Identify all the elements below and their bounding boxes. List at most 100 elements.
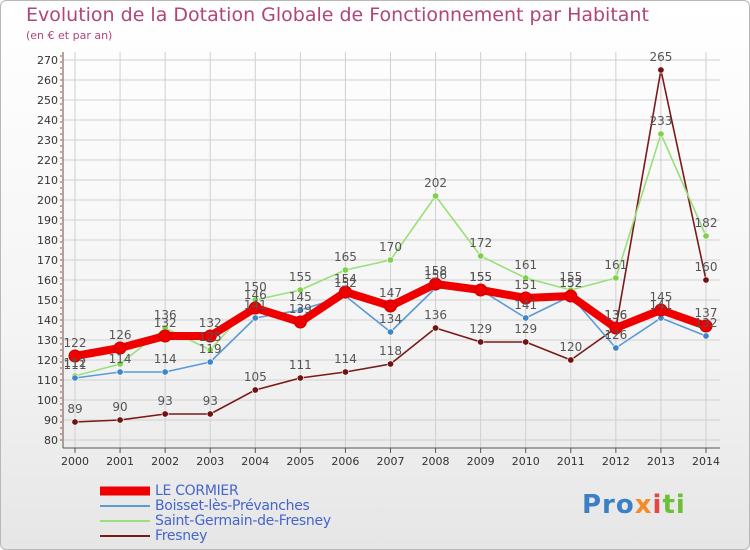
data-label: 118 bbox=[379, 344, 402, 358]
x-tick-label: 2005 bbox=[286, 455, 314, 468]
legend-label-le-cormier: LE CORMIER bbox=[155, 483, 239, 499]
y-tick-label: 190 bbox=[37, 214, 58, 227]
y-tick-label: 220 bbox=[37, 154, 58, 167]
proxiti-logo: Proxiti bbox=[582, 490, 686, 520]
data-label: 134 bbox=[379, 312, 402, 326]
y-tick-label: 160 bbox=[37, 274, 58, 287]
data-label: 158 bbox=[424, 264, 447, 278]
data-point bbox=[432, 324, 440, 332]
data-point bbox=[432, 192, 440, 200]
data-label: 114 bbox=[334, 352, 357, 366]
y-tick-label: 240 bbox=[37, 114, 58, 127]
legend-swatch-boisset bbox=[100, 505, 150, 507]
data-label: 90 bbox=[112, 400, 127, 414]
data-label: 160 bbox=[695, 260, 718, 274]
data-label: 126 bbox=[604, 328, 627, 342]
data-label: 122 bbox=[64, 336, 87, 350]
data-label: 132 bbox=[695, 316, 718, 330]
data-point bbox=[338, 285, 352, 299]
data-point bbox=[609, 321, 623, 335]
x-tick-label: 2013 bbox=[647, 455, 675, 468]
data-point bbox=[341, 266, 349, 274]
y-tick-label: 180 bbox=[37, 234, 58, 247]
data-point bbox=[522, 274, 530, 282]
data-point bbox=[386, 256, 394, 264]
data-point bbox=[206, 358, 214, 366]
data-label: 170 bbox=[379, 240, 402, 254]
data-label: 154 bbox=[334, 272, 357, 286]
y-tick-label: 270 bbox=[37, 54, 58, 67]
data-point bbox=[386, 360, 394, 368]
data-label: 126 bbox=[109, 328, 132, 342]
data-label: 141 bbox=[244, 298, 267, 312]
data-label: 152 bbox=[334, 276, 357, 290]
data-point bbox=[474, 283, 488, 297]
data-point bbox=[519, 291, 533, 305]
data-label: 182 bbox=[695, 216, 718, 230]
data-label: 155 bbox=[559, 270, 582, 284]
data-label: 145 bbox=[649, 290, 672, 304]
chart-subtitle: (en € et par an) bbox=[26, 29, 113, 42]
data-point bbox=[161, 410, 169, 418]
data-point bbox=[293, 315, 307, 329]
y-tick-label: 170 bbox=[37, 254, 58, 267]
data-label: 111 bbox=[64, 358, 87, 372]
data-label: 105 bbox=[244, 370, 267, 384]
data-point bbox=[296, 306, 304, 314]
data-point bbox=[612, 344, 620, 352]
data-point bbox=[657, 66, 665, 74]
data-label: 125 bbox=[199, 330, 222, 344]
y-tick-label: 200 bbox=[37, 194, 58, 207]
x-tick-label: 2006 bbox=[331, 455, 359, 468]
data-label: 129 bbox=[469, 322, 492, 336]
data-label: 145 bbox=[289, 290, 312, 304]
data-point bbox=[251, 314, 259, 322]
data-label: 155 bbox=[469, 270, 492, 284]
y-tick-label: 130 bbox=[37, 334, 58, 347]
data-label: 165 bbox=[334, 250, 357, 264]
data-label: 152 bbox=[559, 276, 582, 290]
legend-label-fresney: Fresney bbox=[155, 528, 208, 544]
data-label: 152 bbox=[559, 276, 582, 290]
y-tick-label: 250 bbox=[37, 94, 58, 107]
data-point bbox=[296, 374, 304, 382]
data-point bbox=[206, 346, 214, 354]
y-tick-label: 210 bbox=[37, 174, 58, 187]
data-label: 114 bbox=[154, 352, 177, 366]
data-point bbox=[71, 374, 79, 382]
data-label: 129 bbox=[514, 322, 537, 336]
data-point bbox=[248, 301, 262, 315]
data-label: 132 bbox=[199, 316, 222, 330]
x-tick-label: 2001 bbox=[106, 455, 134, 468]
y-tick-label: 80 bbox=[44, 434, 58, 447]
x-tick-label: 2000 bbox=[61, 455, 89, 468]
data-point bbox=[206, 410, 214, 418]
legend-swatch-fresney bbox=[100, 535, 150, 537]
legend-label-saint-germain: Saint-Germain-de-Fresney bbox=[155, 513, 331, 529]
data-point bbox=[68, 349, 82, 363]
data-label: 150 bbox=[244, 280, 267, 294]
data-point bbox=[71, 418, 79, 426]
data-point bbox=[702, 332, 710, 340]
chart-title: Evolution de la Dotation Globale de Fonc… bbox=[26, 4, 649, 26]
y-tick-label: 230 bbox=[37, 134, 58, 147]
data-point bbox=[158, 329, 172, 343]
data-label: 139 bbox=[289, 302, 312, 316]
x-tick-label: 2004 bbox=[241, 455, 269, 468]
x-tick-label: 2007 bbox=[377, 455, 405, 468]
data-point bbox=[384, 299, 397, 313]
data-label: 265 bbox=[649, 50, 672, 64]
data-label: 172 bbox=[469, 236, 492, 250]
legend-label-boisset: Boisset-lès-Prévanches bbox=[155, 498, 310, 514]
data-label: 155 bbox=[289, 270, 312, 284]
legend-swatch-saint-germain bbox=[100, 520, 150, 522]
data-point bbox=[567, 356, 575, 364]
data-label: 114 bbox=[109, 352, 132, 366]
data-point bbox=[702, 232, 710, 240]
x-tick-label: 2010 bbox=[512, 455, 540, 468]
data-point bbox=[203, 329, 217, 343]
x-tick-label: 2003 bbox=[196, 455, 224, 468]
data-label: 93 bbox=[158, 394, 173, 408]
data-label: 111 bbox=[289, 358, 312, 372]
